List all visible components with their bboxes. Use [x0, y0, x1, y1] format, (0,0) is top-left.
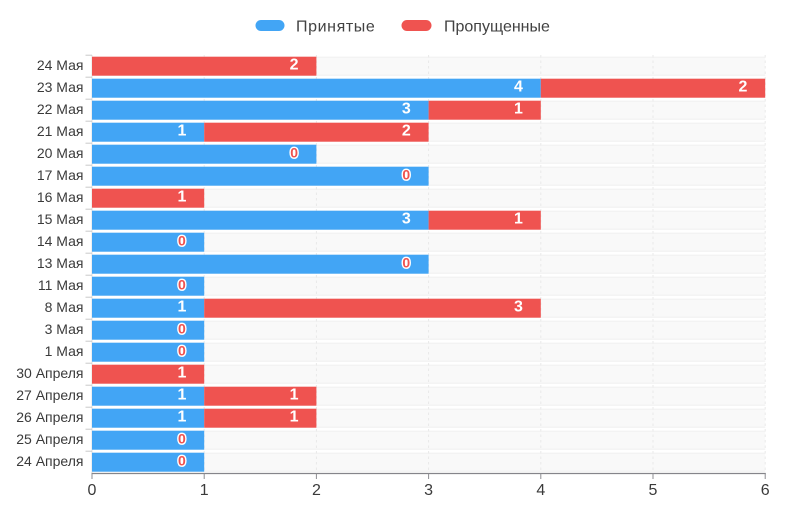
svg-text:6: 6 [761, 482, 770, 499]
svg-text:3: 3 [402, 101, 411, 118]
svg-text:11 Мая: 11 Мая [38, 277, 84, 293]
svg-text:1: 1 [514, 211, 523, 228]
svg-text:3: 3 [514, 299, 523, 316]
svg-text:0: 0 [290, 145, 298, 161]
svg-text:24 Мая: 24 Мая [37, 57, 84, 73]
svg-text:1: 1 [177, 123, 186, 140]
svg-text:17 Мая: 17 Мая [37, 167, 84, 183]
svg-text:3 Мая: 3 Мая [45, 321, 84, 337]
svg-text:26 Апреля: 26 Апреля [16, 409, 83, 425]
svg-text:21 Мая: 21 Мая [37, 123, 84, 139]
svg-text:2: 2 [290, 57, 299, 74]
svg-text:25 Апреля: 25 Апреля [16, 431, 83, 447]
svg-text:0: 0 [88, 482, 97, 499]
svg-text:0: 0 [178, 453, 186, 469]
svg-text:1: 1 [290, 387, 299, 404]
svg-text:1: 1 [177, 189, 186, 206]
svg-text:4: 4 [536, 482, 545, 499]
svg-text:Пропущенные: Пропущенные [444, 19, 550, 36]
svg-text:1: 1 [200, 482, 209, 499]
svg-text:1: 1 [177, 299, 186, 316]
svg-text:3: 3 [424, 482, 433, 499]
svg-text:1: 1 [290, 409, 299, 426]
svg-text:2: 2 [312, 482, 321, 499]
svg-text:23 Мая: 23 Мая [37, 79, 84, 95]
svg-text:0: 0 [178, 233, 186, 249]
svg-text:0: 0 [402, 167, 410, 183]
svg-text:16 Мая: 16 Мая [37, 189, 84, 205]
svg-text:24 Апреля: 24 Апреля [16, 453, 83, 469]
svg-text:Принятые: Принятые [296, 19, 375, 36]
svg-text:0: 0 [178, 431, 186, 447]
svg-text:1: 1 [514, 101, 523, 118]
svg-text:0: 0 [178, 277, 186, 293]
svg-text:0: 0 [178, 321, 186, 337]
svg-text:4: 4 [514, 79, 523, 96]
svg-text:13 Мая: 13 Мая [37, 255, 84, 271]
svg-text:3: 3 [402, 211, 411, 228]
svg-text:15 Мая: 15 Мая [37, 211, 84, 227]
svg-text:0: 0 [178, 343, 186, 359]
svg-text:20 Мая: 20 Мая [37, 145, 84, 161]
svg-text:2: 2 [402, 123, 411, 140]
svg-text:8 Мая: 8 Мая [45, 299, 84, 315]
svg-text:14 Мая: 14 Мая [37, 233, 84, 249]
svg-text:0: 0 [402, 255, 410, 271]
svg-text:1: 1 [177, 409, 186, 426]
svg-text:2: 2 [738, 79, 747, 96]
svg-text:1: 1 [177, 387, 186, 404]
svg-text:27 Апреля: 27 Апреля [16, 387, 83, 403]
svg-text:1 Мая: 1 Мая [45, 343, 84, 359]
svg-text:22 Мая: 22 Мая [37, 101, 84, 117]
svg-text:1: 1 [177, 365, 186, 382]
svg-text:5: 5 [649, 482, 658, 499]
svg-text:30 Апреля: 30 Апреля [16, 365, 83, 381]
